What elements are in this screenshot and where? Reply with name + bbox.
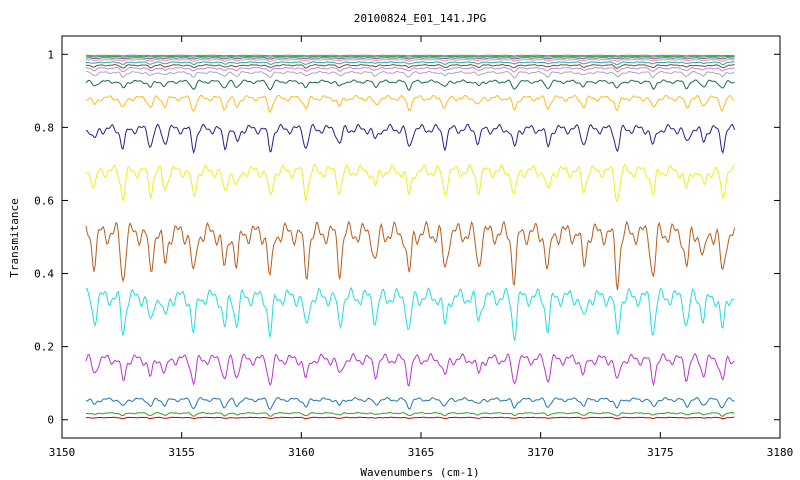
series-line-12 (85, 66, 735, 73)
x-tick-label: 3170 (527, 446, 554, 459)
x-tick-label: 3165 (408, 446, 435, 459)
y-tick-label: 0.4 (34, 268, 54, 281)
series-line-2 (85, 411, 735, 417)
series-line-1 (85, 416, 735, 420)
x-tick-label: 3160 (288, 446, 315, 459)
y-tick-label: 0.8 (34, 121, 54, 134)
y-tick-label: 0.6 (34, 194, 54, 207)
x-tick-label: 3175 (647, 446, 674, 459)
y-tick-label: 1 (47, 48, 54, 61)
y-tick-label: 0 (47, 414, 54, 427)
y-tick-label: 0.2 (34, 341, 54, 354)
series-line-5 (85, 286, 735, 341)
series-line-13 (85, 64, 735, 69)
series-line-3 (85, 397, 735, 411)
y-axis-ticks: 0 0.2 0.4 0.6 0.8 1 (34, 48, 780, 427)
x-tick-label: 3155 (168, 446, 195, 459)
series-line-18 (85, 54, 735, 57)
x-axis-label: Wavenumbers (cm-1) (360, 466, 479, 479)
series-line-15 (85, 58, 735, 62)
x-axis-ticks: 3150 3155 3160 3165 3170 3175 3180 (49, 36, 794, 459)
series-group (85, 54, 735, 420)
series-line-10 (85, 79, 735, 92)
x-tick-label: 3180 (767, 446, 794, 459)
series-line-14 (85, 61, 735, 66)
y-axis-label: Transmitance (8, 198, 21, 277)
series-line-17 (85, 55, 735, 58)
series-line-16 (85, 57, 735, 60)
series-line-11 (85, 70, 735, 79)
series-line-4 (85, 352, 735, 387)
x-tick-label: 3150 (49, 446, 76, 459)
series-line-9 (85, 94, 735, 114)
series-line-8 (85, 123, 735, 155)
chart-title: 20100824_E01_141.JPG (354, 12, 486, 25)
series-line-7 (85, 163, 735, 203)
series-line-6 (85, 220, 735, 291)
